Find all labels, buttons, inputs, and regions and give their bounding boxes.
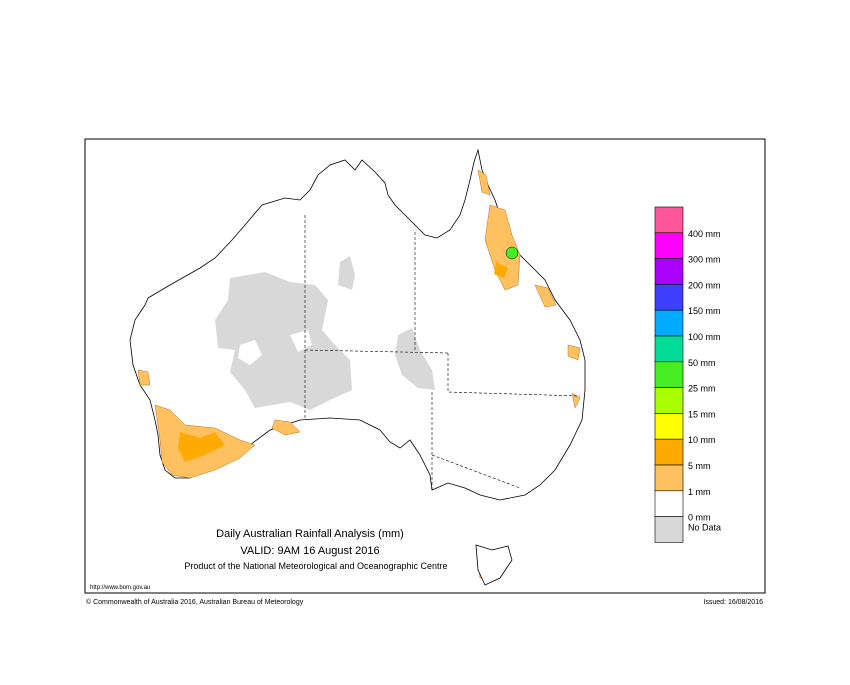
map-title: Daily Australian Rainfall Analysis (mm) — [216, 528, 404, 540]
issued: Issued: 16/08/2016 — [703, 599, 763, 606]
copyright: © Commonwealth of Australia 2016, Austra… — [86, 598, 304, 606]
valid-time: VALID: 9AM 16 August 2016 — [240, 545, 379, 557]
no-data-area — [338, 256, 435, 390]
legend-swatch — [654, 309, 684, 337]
legend-label: No Data — [688, 523, 721, 533]
legend-swatch — [654, 335, 684, 363]
legend-label: 400 mm — [688, 229, 721, 239]
legend-swatch — [654, 284, 684, 311]
legend-swatch — [654, 438, 684, 466]
legend-label: 150 mm — [688, 306, 721, 316]
legend-swatch — [654, 516, 684, 543]
legend: 400 mm 300 mm 200 mm 150 mm 100 mm 50 mm 25 mm… — [654, 206, 721, 543]
legend-label: 10 mm — [688, 435, 716, 445]
url: http://www.bom.gov.au — [90, 585, 150, 591]
no-data-area — [215, 272, 352, 410]
legend-label: 200 mm — [688, 280, 721, 290]
legend-label: 25 mm — [688, 384, 716, 394]
legend-swatch — [654, 258, 684, 285]
legend-swatch — [654, 387, 684, 414]
legend-swatch — [654, 490, 684, 517]
state-borders — [304, 215, 581, 490]
rain-area — [178, 262, 508, 462]
legend-label: 100 mm — [688, 332, 721, 342]
no-data-area — [238, 330, 312, 365]
legend-label: 5 mm — [688, 461, 711, 471]
legend-swatch — [654, 464, 684, 492]
rain-area — [505, 246, 519, 260]
legend-label: 15 mm — [688, 409, 716, 419]
legend-swatch — [654, 361, 684, 388]
legend-swatch — [654, 232, 684, 259]
legend-label: 50 mm — [688, 358, 716, 368]
legend-swatch — [654, 413, 684, 440]
legend-label: 1 mm — [688, 487, 711, 497]
legend-swatch — [654, 206, 684, 234]
legend-label: 0 mm — [688, 513, 711, 523]
legend-label: 300 mm — [688, 255, 721, 265]
tasmania — [475, 544, 513, 586]
product-line: Product of the National Meteorological a… — [184, 561, 447, 571]
